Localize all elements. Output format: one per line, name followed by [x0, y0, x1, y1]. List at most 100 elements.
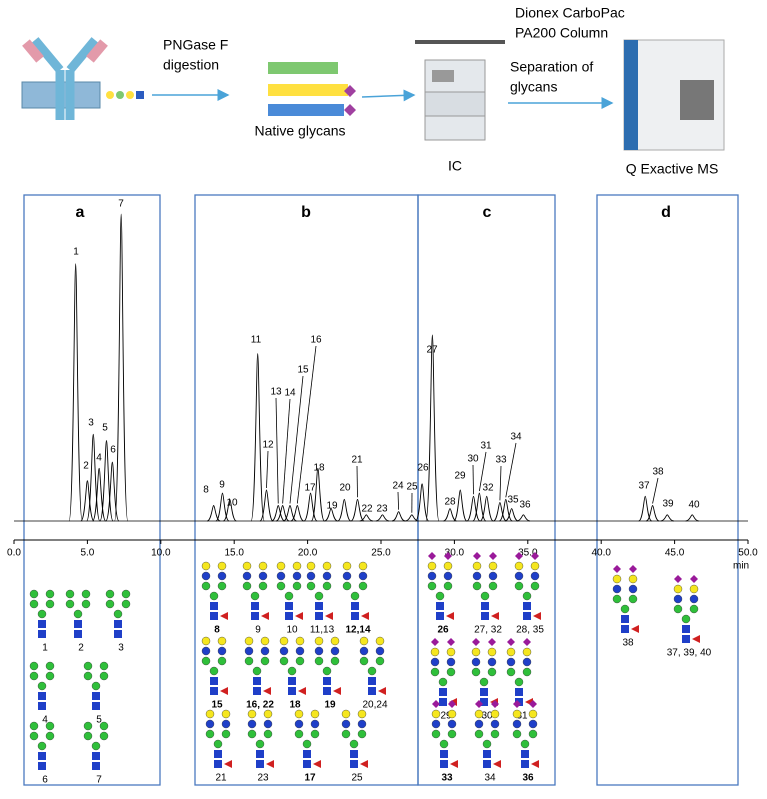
peak-label: 19: [326, 501, 338, 512]
peak-label: 14: [284, 388, 296, 399]
peak-label: 22: [361, 504, 373, 515]
glycan-hex: [443, 561, 453, 571]
glycan-hex: [322, 581, 332, 591]
glycan-sia: [674, 575, 698, 583]
peak: [350, 498, 365, 522]
glycan-structure: [514, 552, 541, 620]
glycan-hex: [29, 589, 39, 599]
glycan-gn: [214, 760, 222, 768]
glycan-hex: [294, 729, 304, 739]
ms-icon: [623, 39, 725, 151]
glycan-gn: [682, 625, 690, 633]
glycan-label: 21: [215, 773, 227, 784]
peak: [290, 505, 305, 522]
workflow-label: IC: [448, 158, 462, 174]
glycan-label: 1: [42, 643, 48, 654]
glycan-hex: [217, 646, 227, 656]
glycan-sia: [428, 552, 452, 560]
glycan-label: 17: [304, 773, 316, 784]
peak: [443, 508, 457, 522]
glycan-structure: [512, 700, 539, 768]
glycan-label: 27, 32: [474, 625, 502, 636]
glycan-gn: [38, 630, 46, 638]
glycan-hex: [522, 657, 532, 667]
glycan-hex: [217, 571, 227, 581]
peak-label: 9: [219, 480, 225, 491]
glycan-hex: [528, 729, 538, 739]
peak: [206, 505, 221, 522]
glycan-hex: [512, 709, 522, 719]
peak: [498, 498, 513, 522]
glycan-structure: [205, 709, 232, 768]
glycan-hex: [205, 719, 215, 729]
glycan-hex: [73, 609, 83, 619]
glycan-hex: [287, 666, 297, 676]
glycan-structure: [29, 661, 55, 710]
glycan-label: 28, 35: [516, 625, 544, 636]
peak-label: 29: [454, 471, 466, 482]
glycan-hex: [306, 581, 316, 591]
peak-label: 21: [351, 455, 363, 466]
glycan-hex: [358, 571, 368, 581]
peak-label: 26: [417, 463, 429, 474]
glycan-hex: [487, 667, 497, 677]
glycan-hex: [490, 719, 500, 729]
glycan-hex: [292, 561, 302, 571]
peak: [86, 433, 101, 522]
glycan-label: 16, 22: [246, 700, 274, 711]
glycan-hex: [447, 709, 457, 719]
glycan-hex: [431, 709, 441, 719]
glycan-hex: [612, 584, 622, 594]
glycan-hex: [520, 739, 530, 749]
glycan-hex: [512, 719, 522, 729]
glycan-label: 12,14: [345, 625, 370, 636]
leader-line: [505, 442, 517, 498]
glycan-hex: [446, 657, 456, 667]
glycan-hex: [357, 719, 367, 729]
x-tick-label: 35.0: [518, 548, 538, 559]
glycan-label: 8: [214, 625, 220, 636]
glycan-fuc: [266, 760, 274, 768]
glycan-gn: [351, 612, 359, 620]
glycan-hex: [522, 667, 532, 677]
glycan-hex: [342, 581, 352, 591]
glycan-hex: [427, 561, 437, 571]
glycan-hex: [443, 571, 453, 581]
glycan-hex: [681, 614, 691, 624]
glycan-hex: [83, 661, 93, 671]
glycan-hex: [250, 591, 260, 601]
glycan-structure: [506, 638, 533, 706]
leader-line: [397, 491, 400, 510]
peak: [324, 508, 338, 522]
peak: [259, 489, 274, 522]
glycan-sia: [432, 700, 456, 708]
peak-label: 23: [376, 504, 388, 515]
glycan-hex: [113, 609, 123, 619]
glycan-gn: [303, 760, 311, 768]
glycan-label: 9: [255, 625, 261, 636]
glycan-label: 6: [42, 775, 48, 786]
glycan-gn: [92, 692, 100, 700]
glycan-label: 15: [211, 700, 223, 711]
glycan-hex: [322, 561, 332, 571]
glycan-label: 26: [437, 625, 449, 636]
glycan-structure: [359, 636, 386, 695]
glycan-hex: [260, 646, 270, 656]
workflow-label: glycans: [510, 79, 557, 95]
glycan-hex: [29, 599, 39, 609]
peak: [80, 480, 95, 522]
glycan-hex: [620, 604, 630, 614]
glycan-structure: [65, 589, 91, 638]
peak: [493, 501, 507, 522]
peak-label: 7: [118, 199, 124, 210]
glycan-structure: [83, 721, 109, 770]
glycan-gn: [285, 612, 293, 620]
peak: [645, 505, 660, 522]
peak-label: 4: [96, 453, 102, 464]
glycan-hex: [292, 571, 302, 581]
peak: [453, 489, 468, 522]
glycan-hex: [83, 671, 93, 681]
glycan-gn: [682, 635, 690, 643]
glycan-gn: [436, 612, 444, 620]
